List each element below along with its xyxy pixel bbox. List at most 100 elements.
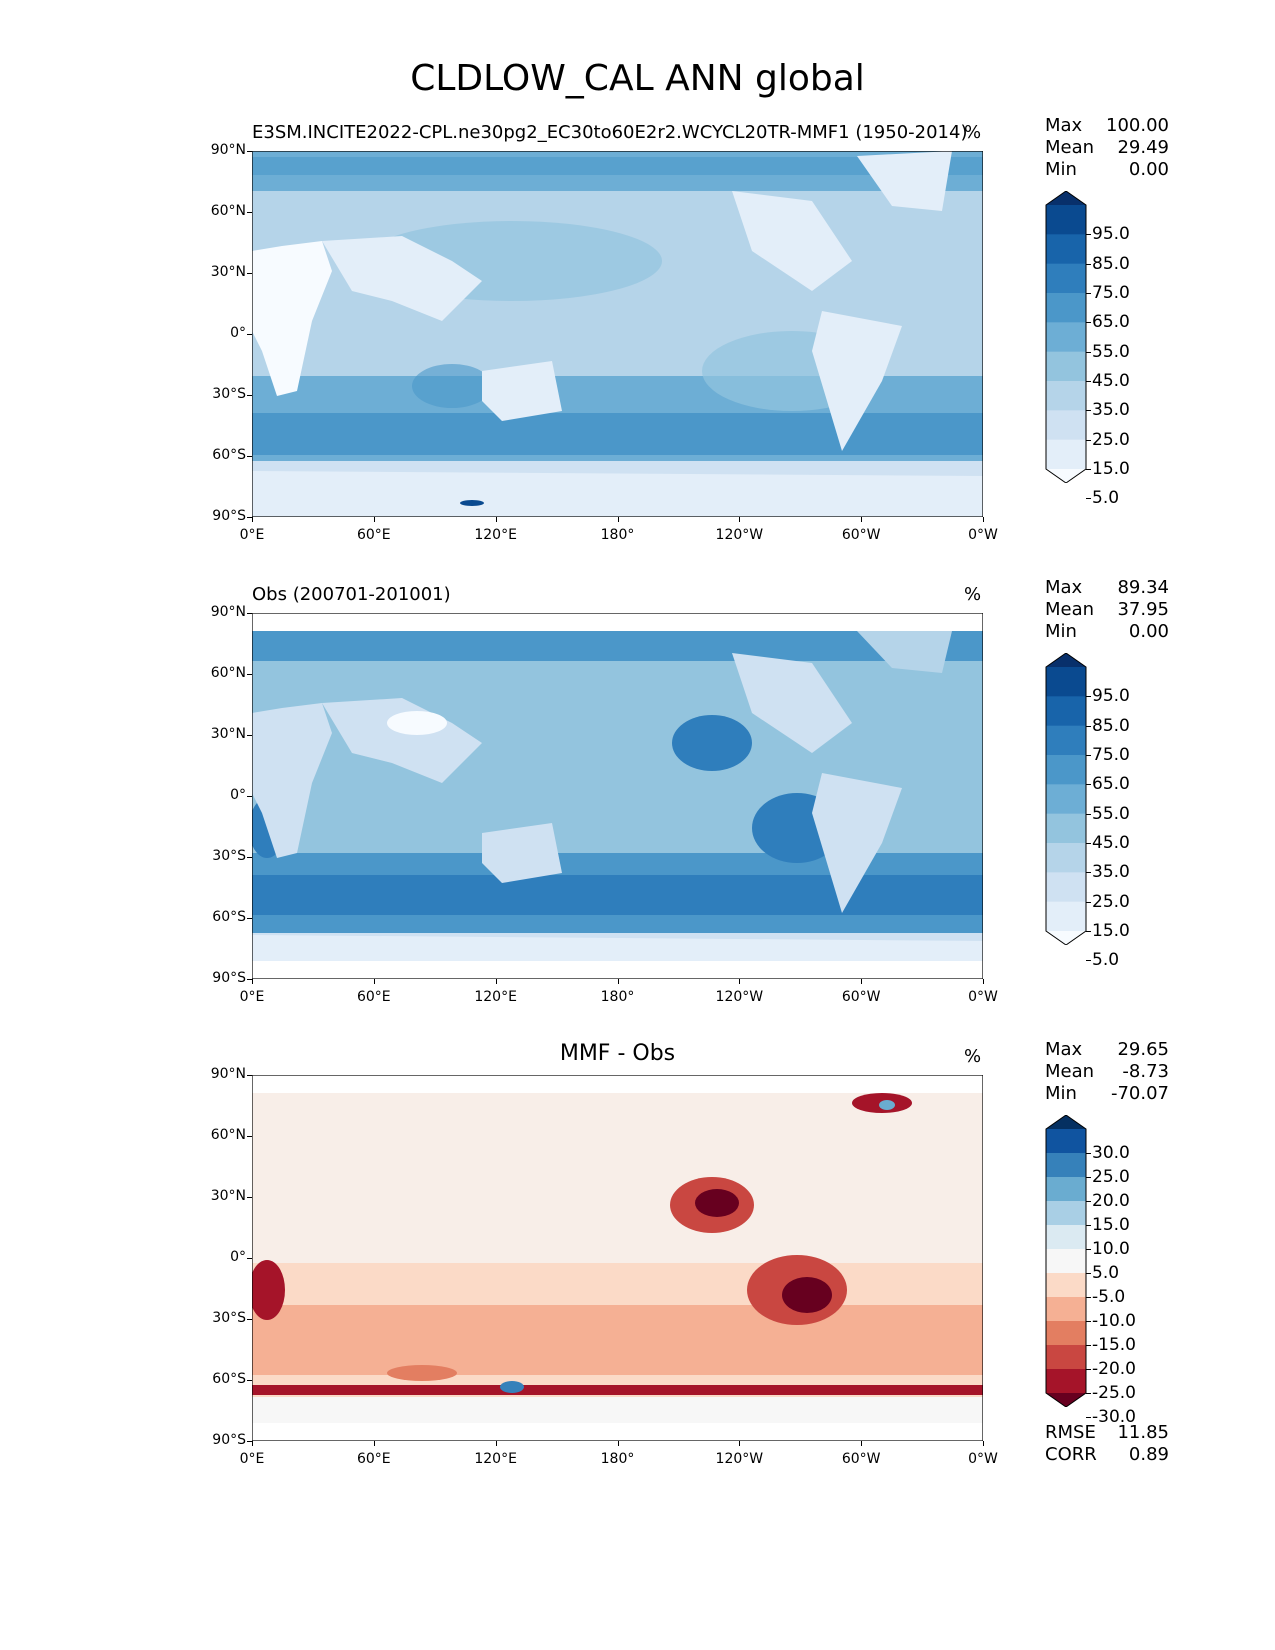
panel-1-lon-tick-label: 60°E	[356, 527, 391, 543]
panel-1-mean-value: 29.49	[1117, 137, 1169, 158]
panel-2-colorbar-tick	[1086, 813, 1091, 815]
panel-1-colorbar-tick	[1086, 381, 1091, 382]
panel-2-arctic-band	[252, 631, 983, 661]
panel-3-lat-tick-mark	[247, 1319, 252, 1320]
panel-1-max-value: 100.00	[1106, 115, 1169, 136]
page-title: CLDLOW_CAL ANN global	[410, 58, 865, 99]
panel-1-colorbar-tick	[1086, 322, 1091, 324]
panel-3-lat-tick-mark	[247, 1136, 252, 1137]
panel-2-lon-tick-mark	[617, 979, 619, 984]
panel-3-lat-tick-mark	[247, 1441, 252, 1442]
panel-2-colorbar-label: 95.0	[1092, 686, 1130, 707]
panel-2-lat-tick-label: 90°N	[210, 604, 246, 620]
panel-1-mean-label: Mean	[1045, 137, 1095, 158]
panel-3-lon-tick-label: 60°E	[356, 1451, 391, 1467]
panel-1-north-america-land	[732, 191, 852, 291]
panel-2-lon-tick-label: 60°E	[356, 989, 391, 1005]
panel-2-mean-value: 37.95	[1117, 599, 1169, 620]
panel-3-rmse-label: RMSE	[1045, 1422, 1096, 1443]
panel-2-map	[252, 613, 983, 979]
panel-1-greenland-land	[857, 151, 952, 211]
panel-1-lat-tick-mark	[247, 456, 252, 457]
panel-2-lon-tick-mark	[252, 979, 253, 984]
panel-2-colorbar-label: 85.0	[1092, 715, 1130, 736]
panel-2-colorbar-segment	[1046, 667, 1086, 697]
panel-3-lon-tick-label: 0°E	[239, 1451, 265, 1467]
panel-3-lon-tick-mark	[983, 1441, 984, 1446]
panel-2-colorbar-label: 15.0	[1092, 921, 1130, 941]
panel-3-lat-tick-label: 0°	[230, 1249, 246, 1265]
panel-3-colorbar-segment	[1046, 1201, 1086, 1226]
panel-3-southeast-atlantic-patch	[252, 1260, 285, 1320]
panel-1-lon-tick-label: 60°W	[841, 527, 881, 543]
panel-2-colorbar-tick	[1086, 901, 1091, 903]
panel-3-colorbar-tick	[1086, 1201, 1091, 1202]
panel-2-colorbar-tick	[1086, 931, 1091, 932]
panel-3-max-label: Max	[1045, 1039, 1083, 1060]
panel-3-antarctic-blue-spot	[500, 1381, 524, 1393]
panel-3-colorbar-segment	[1046, 1225, 1086, 1250]
panel-1-colorbar-segment	[1046, 205, 1086, 235]
panel-1-lat-tick-label: 30°S	[212, 386, 246, 402]
panel-2-colorbar-tick	[1086, 784, 1091, 786]
panel-1-antarctica-land	[252, 471, 983, 517]
panel-2-lon-tick-label: 120°W	[715, 989, 764, 1005]
panel-3-lon-tick-label: 120°E	[474, 1451, 517, 1467]
panel-1-lat-tick-label: 60°S	[212, 447, 246, 463]
panel-3-colorbar-segment	[1046, 1369, 1086, 1394]
panel-2-colorbar-segment	[1046, 696, 1086, 727]
panel-3-title: MMF - Obs	[559, 1041, 676, 1066]
panel-1-lon-tick-mark	[617, 517, 619, 522]
panel-2-colorbar-segment	[1046, 813, 1086, 844]
panel-3-mean-label: Mean	[1045, 1061, 1095, 1082]
panel-1-lat-tick-mark	[247, 517, 252, 518]
panel-3-lat-tick-mark	[247, 1258, 252, 1259]
panel-1-colorbar-tick	[1086, 234, 1091, 236]
panel-3-lon-tick-label: 120°W	[715, 1451, 764, 1467]
panel-1-lon-tick-mark	[983, 517, 984, 522]
panel-1-colorbar-segment	[1046, 234, 1086, 265]
panel-2-northeast-pacific-patch	[672, 715, 752, 771]
panel-3-lon-tick-label: 60°W	[841, 1451, 881, 1467]
panel-3-colorbar-label: -10.0	[1092, 1311, 1136, 1331]
panel-2-colorbar-label: 5.0	[1092, 950, 1120, 971]
panel-1-lat-tick-label: 90°S	[212, 508, 246, 524]
panel-3-rmse-value: 11.85	[1117, 1422, 1169, 1443]
panel-1-colorbar-label: 45.0	[1092, 371, 1130, 391]
panel-2-africa-land	[252, 703, 332, 858]
panel-3-lat-tick-label: 90°S	[212, 1432, 246, 1448]
panel-1-arctic-dark-band	[252, 157, 983, 175]
panel-1-lat-tick-label: 90°N	[210, 142, 246, 158]
panel-2-min-value: 0.00	[1128, 621, 1169, 642]
panel-1-colorbar-tick	[1086, 410, 1091, 412]
panel-3-colorbar-segment	[1046, 1249, 1086, 1274]
panel-3-greenland-blue-spot	[879, 1100, 895, 1110]
panel-3-lat-tick-label: 60°N	[210, 1127, 246, 1143]
panel-2-lon-tick-mark	[373, 979, 375, 984]
panel-2-lat-tick-mark	[247, 796, 252, 797]
panel-3-colorbar-segment	[1046, 1273, 1086, 1298]
panel-1-colorbar-label: 65.0	[1092, 312, 1130, 333]
panel-3-colorbar-tick	[1086, 1249, 1091, 1250]
panel-1-colorbar-segment	[1046, 351, 1086, 382]
panel-1-lon-tick-label: 0°W	[968, 527, 998, 543]
panel-3-lat-tick-label: 90°N	[210, 1066, 246, 1082]
panel-3-lat-tick-label: 30°N	[210, 1188, 246, 1204]
panel-1-lon-tick-label: 120°W	[715, 527, 764, 543]
panel-1-lon-tick-label: 120°E	[474, 527, 517, 543]
panel-3-colorbar	[1045, 1115, 1087, 1407]
panel-1-antarctic-spot	[460, 500, 484, 506]
panel-2-colorbar-label: 75.0	[1092, 745, 1130, 765]
panel-1-map	[252, 151, 983, 517]
panel-3-corr-label: CORR	[1045, 1444, 1097, 1465]
panel-3-lat-tick-mark	[247, 1197, 252, 1198]
panel-2-lat-tick-mark	[247, 674, 252, 675]
panel-2-colorbar-tick	[1086, 872, 1091, 874]
panel-2-lon-tick-mark	[739, 979, 741, 984]
panel-3-corr-value: 0.89	[1128, 1444, 1169, 1465]
panel-1-lat-tick-label: 0°	[230, 325, 246, 341]
panel-3-lon-tick-label: 180°	[600, 1451, 635, 1467]
panel-1-colorbar	[1045, 191, 1087, 483]
panel-2-colorbar-label: 65.0	[1092, 774, 1130, 795]
panel-1-africa-land	[252, 241, 332, 396]
